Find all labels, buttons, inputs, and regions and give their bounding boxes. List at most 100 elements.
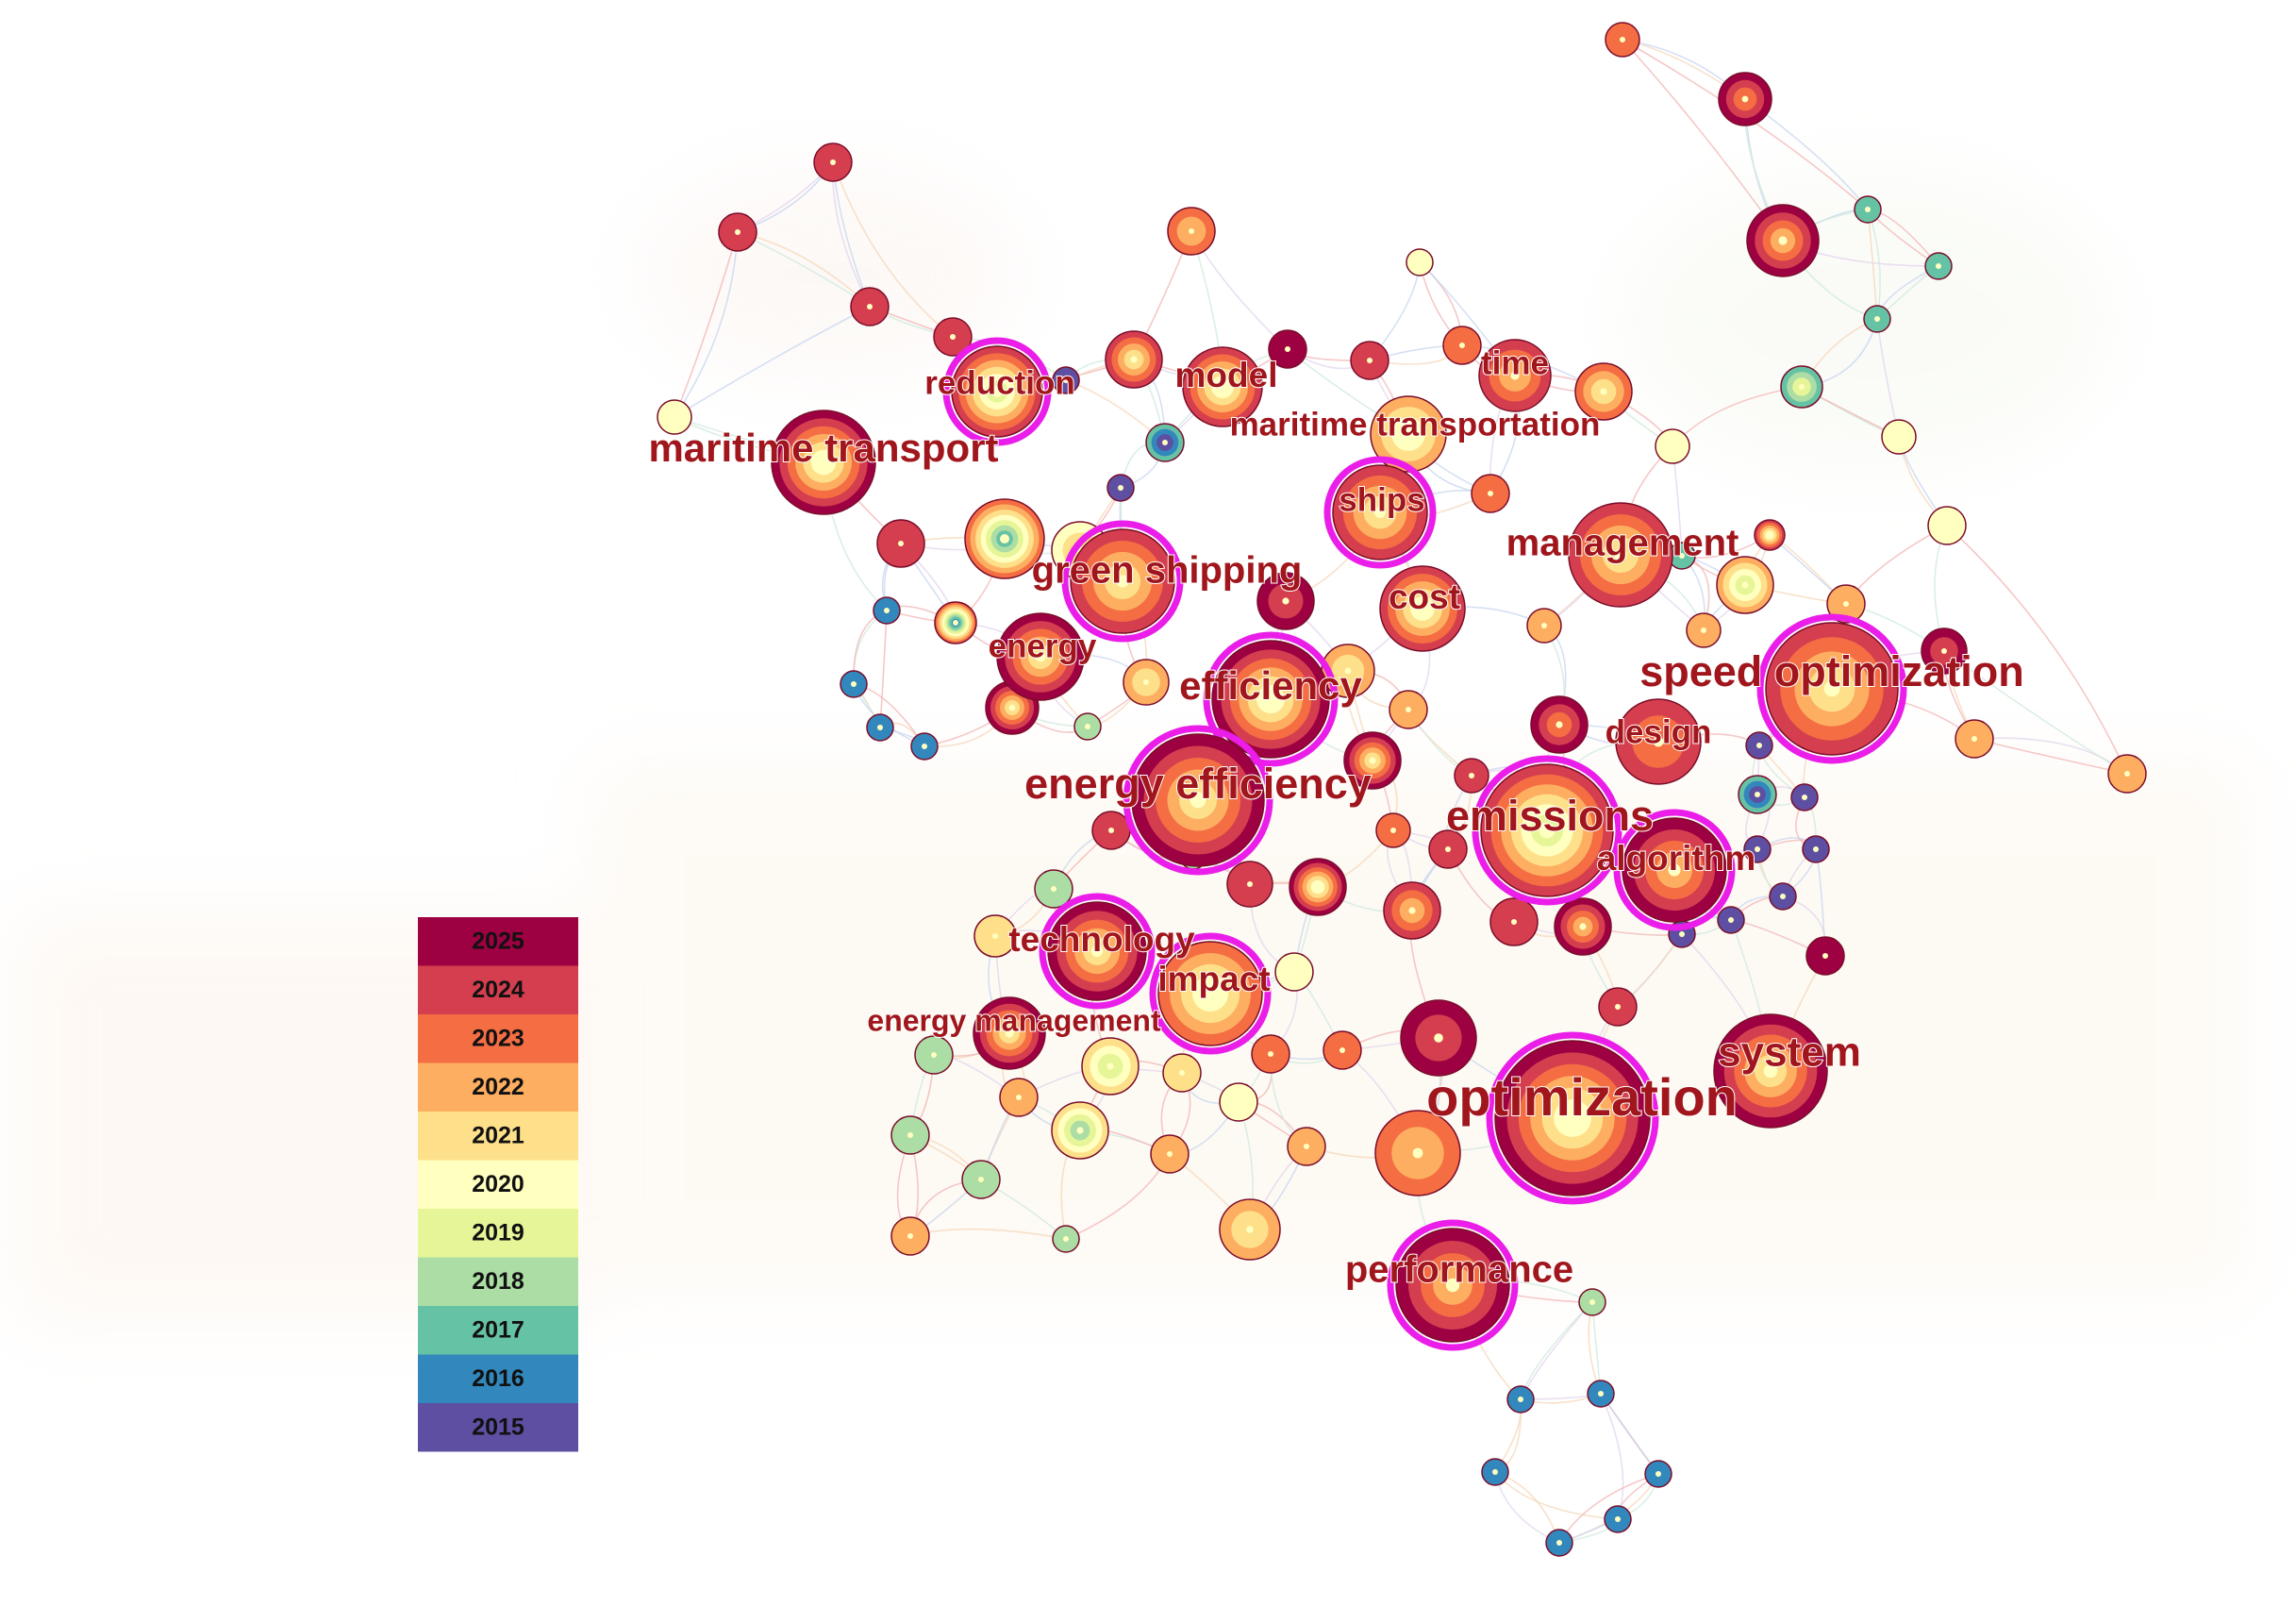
minor-node[interactable] [1805, 936, 1845, 976]
minor-node[interactable] [1406, 248, 1434, 276]
minor-node[interactable] [1106, 474, 1135, 502]
minor-node[interactable] [1350, 341, 1389, 380]
minor-node[interactable] [1574, 362, 1633, 421]
minor-node[interactable] [1780, 365, 1823, 409]
minor-node[interactable] [1471, 474, 1510, 513]
minor-node[interactable] [999, 1078, 1039, 1117]
minor-node[interactable] [964, 498, 1045, 579]
keyword-node[interactable] [1203, 631, 1339, 767]
minor-node[interactable] [1955, 719, 1994, 759]
keyword-node[interactable] [1478, 339, 1552, 412]
minor-node[interactable] [1289, 858, 1347, 916]
keyword-node[interactable] [996, 612, 1085, 701]
minor-node[interactable] [1162, 1053, 1202, 1093]
keyword-node[interactable] [771, 410, 876, 515]
minor-node[interactable] [1145, 423, 1185, 462]
keyword-node[interactable] [1472, 755, 1622, 906]
minor-node[interactable] [961, 1160, 1001, 1199]
minor-node[interactable] [1150, 1134, 1190, 1174]
keyword-node[interactable] [1756, 613, 1907, 764]
minor-node[interactable] [890, 1115, 930, 1155]
minor-node[interactable] [1034, 869, 1073, 909]
minor-node[interactable] [1481, 1458, 1509, 1486]
keyword-node[interactable] [973, 996, 1046, 1070]
minor-node[interactable] [1746, 204, 1820, 277]
minor-node[interactable] [1686, 612, 1722, 648]
minor-node[interactable] [934, 601, 977, 644]
minor-node[interactable] [1343, 731, 1402, 790]
minor-node[interactable] [1854, 195, 1882, 224]
minor-node[interactable] [2107, 754, 2147, 794]
minor-node[interactable] [1717, 906, 1745, 934]
minor-node[interactable] [1219, 1198, 1281, 1261]
minor-node[interactable] [1655, 428, 1690, 464]
minor-node[interactable] [1506, 1385, 1535, 1414]
minor-node[interactable] [1644, 1460, 1672, 1488]
minor-node[interactable] [1442, 326, 1482, 365]
minor-node[interactable] [1604, 1505, 1632, 1533]
minor-node[interactable] [1105, 330, 1163, 389]
minor-node[interactable] [1924, 252, 1953, 280]
minor-node[interactable] [1323, 1030, 1362, 1070]
minor-node[interactable] [850, 287, 890, 326]
keyword-node[interactable] [1123, 725, 1273, 876]
minor-node[interactable] [1530, 695, 1589, 754]
minor-node[interactable] [890, 1216, 930, 1256]
minor-node[interactable] [1375, 812, 1411, 848]
minor-node[interactable] [1598, 987, 1638, 1027]
minor-node[interactable] [1718, 72, 1772, 126]
minor-node[interactable] [1826, 584, 1866, 624]
minor-node[interactable] [1081, 1037, 1140, 1096]
minor-node[interactable] [1927, 506, 1967, 545]
minor-node[interactable] [1881, 419, 1917, 455]
minor-node[interactable] [1091, 811, 1131, 850]
minor-node[interactable] [657, 399, 692, 435]
minor-node[interactable] [1268, 329, 1307, 369]
minor-node[interactable] [914, 1035, 954, 1075]
minor-node[interactable] [1745, 731, 1773, 760]
minor-node[interactable] [1374, 1110, 1461, 1196]
minor-node[interactable] [1274, 952, 1314, 992]
minor-node[interactable] [813, 142, 853, 182]
minor-node[interactable] [718, 212, 757, 252]
minor-node[interactable] [1167, 207, 1216, 256]
minor-node[interactable] [1716, 556, 1774, 614]
minor-node[interactable] [1489, 897, 1539, 946]
minor-node[interactable] [1052, 366, 1080, 394]
keyword-node[interactable] [1182, 346, 1263, 427]
minor-node[interactable] [1256, 572, 1315, 630]
minor-node[interactable] [1051, 1101, 1109, 1160]
minor-node[interactable] [1802, 835, 1830, 863]
minor-node[interactable] [866, 713, 894, 742]
minor-node[interactable] [1219, 1082, 1258, 1122]
minor-node[interactable] [1052, 1225, 1080, 1253]
minor-node[interactable] [1389, 690, 1428, 729]
keyword-node[interactable] [1568, 502, 1673, 608]
keyword-node[interactable] [1039, 893, 1156, 1010]
minor-node[interactable] [1578, 1288, 1606, 1316]
minor-node[interactable] [1400, 999, 1477, 1077]
keyword-node[interactable] [1379, 565, 1466, 652]
minor-node[interactable] [1754, 519, 1786, 551]
keyword-node[interactable] [1486, 1031, 1659, 1205]
minor-node[interactable] [1863, 305, 1891, 333]
minor-node[interactable] [840, 670, 868, 698]
keyword-node[interactable] [1713, 1013, 1828, 1129]
minor-node[interactable] [1251, 1034, 1290, 1074]
minor-node[interactable] [1526, 608, 1562, 644]
minor-node[interactable] [1287, 1127, 1326, 1166]
minor-node[interactable] [910, 732, 939, 761]
keyword-node[interactable] [1370, 395, 1447, 473]
minor-node[interactable] [1428, 829, 1468, 869]
minor-node[interactable] [1605, 22, 1640, 58]
minor-node[interactable] [1587, 1380, 1615, 1408]
minor-node[interactable] [1545, 1529, 1573, 1557]
minor-node[interactable] [1743, 835, 1772, 863]
minor-node[interactable] [1454, 758, 1489, 794]
keyword-node[interactable] [942, 337, 1052, 446]
minor-node[interactable] [876, 519, 925, 568]
minor-node[interactable] [1921, 627, 1968, 675]
keyword-node[interactable] [1061, 520, 1184, 643]
minor-node[interactable] [873, 596, 901, 625]
keyword-node[interactable] [1615, 698, 1702, 785]
